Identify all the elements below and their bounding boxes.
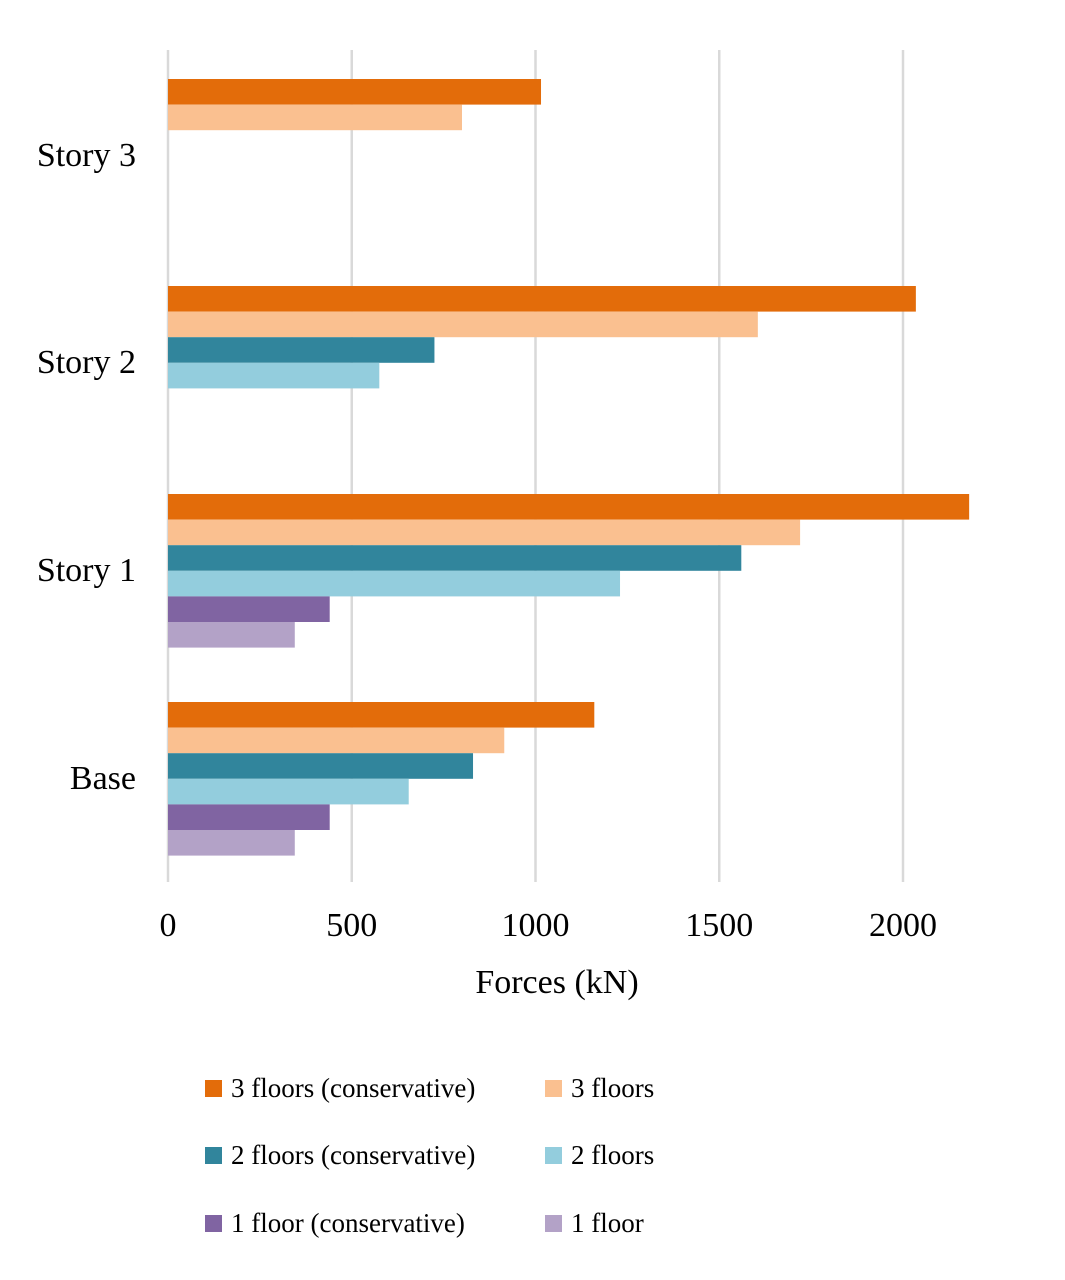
legend-label: 2 floors [571,1140,655,1170]
legend-label: 1 floor (conservative) [231,1208,465,1238]
legend-item: 3 floors [545,1073,654,1104]
category-label: Story 2 [37,344,136,381]
legend-swatch [545,1080,562,1097]
bar-story-2-series-3 [168,337,435,363]
bar-story-2-series-1 [168,286,916,312]
x-tick-label: 2000 [869,907,937,944]
legend-swatch [545,1215,562,1232]
bar-base-series-1 [168,702,595,728]
category-label: Story 3 [37,137,136,174]
legend-label: 2 floors (conservative) [231,1140,476,1170]
legend-label: 1 floor [571,1208,644,1238]
bar-story-1-series-4 [168,570,621,597]
x-axis-title: Forces (kN) [475,964,638,1001]
bar-base-series-4 [168,778,409,805]
legend-swatch [205,1215,222,1232]
bar-story-1-series-2 [168,519,801,546]
bar-base-series-5 [168,804,330,830]
legend-item: 1 floor [545,1208,644,1239]
legend-swatch [205,1080,222,1097]
x-tick-label: 1500 [685,907,753,944]
bar-base-series-3 [168,753,474,779]
bar-story-1-series-5 [168,596,330,622]
category-label: Story 1 [37,552,136,589]
bar-story-3-series-2 [168,104,462,131]
legend-swatch [545,1147,562,1164]
bar-story-3-series-1 [168,79,542,105]
bar-base-series-6 [168,830,295,856]
bar-base-series-2 [168,727,505,754]
legend-item: 2 floors [545,1140,654,1171]
bar-story-1-series-1 [168,494,970,520]
x-tick-label: 0 [160,907,177,944]
legend-label: 3 floors [571,1073,655,1103]
x-tick-label: 500 [326,907,377,944]
bar-story-1-series-3 [168,545,742,571]
legend-item: 1 floor (conservative) [205,1208,465,1239]
category-label: Base [70,760,136,797]
bar-story-1-series-6 [168,622,295,648]
legend-item: 2 floors (conservative) [205,1140,475,1171]
legend-swatch [205,1147,222,1164]
legend-label: 3 floors (conservative) [231,1073,476,1103]
legend-item: 3 floors (conservative) [205,1073,475,1104]
bar-story-2-series-2 [168,311,758,338]
x-tick-label: 1000 [502,907,570,944]
bar-story-2-series-4 [168,362,380,389]
